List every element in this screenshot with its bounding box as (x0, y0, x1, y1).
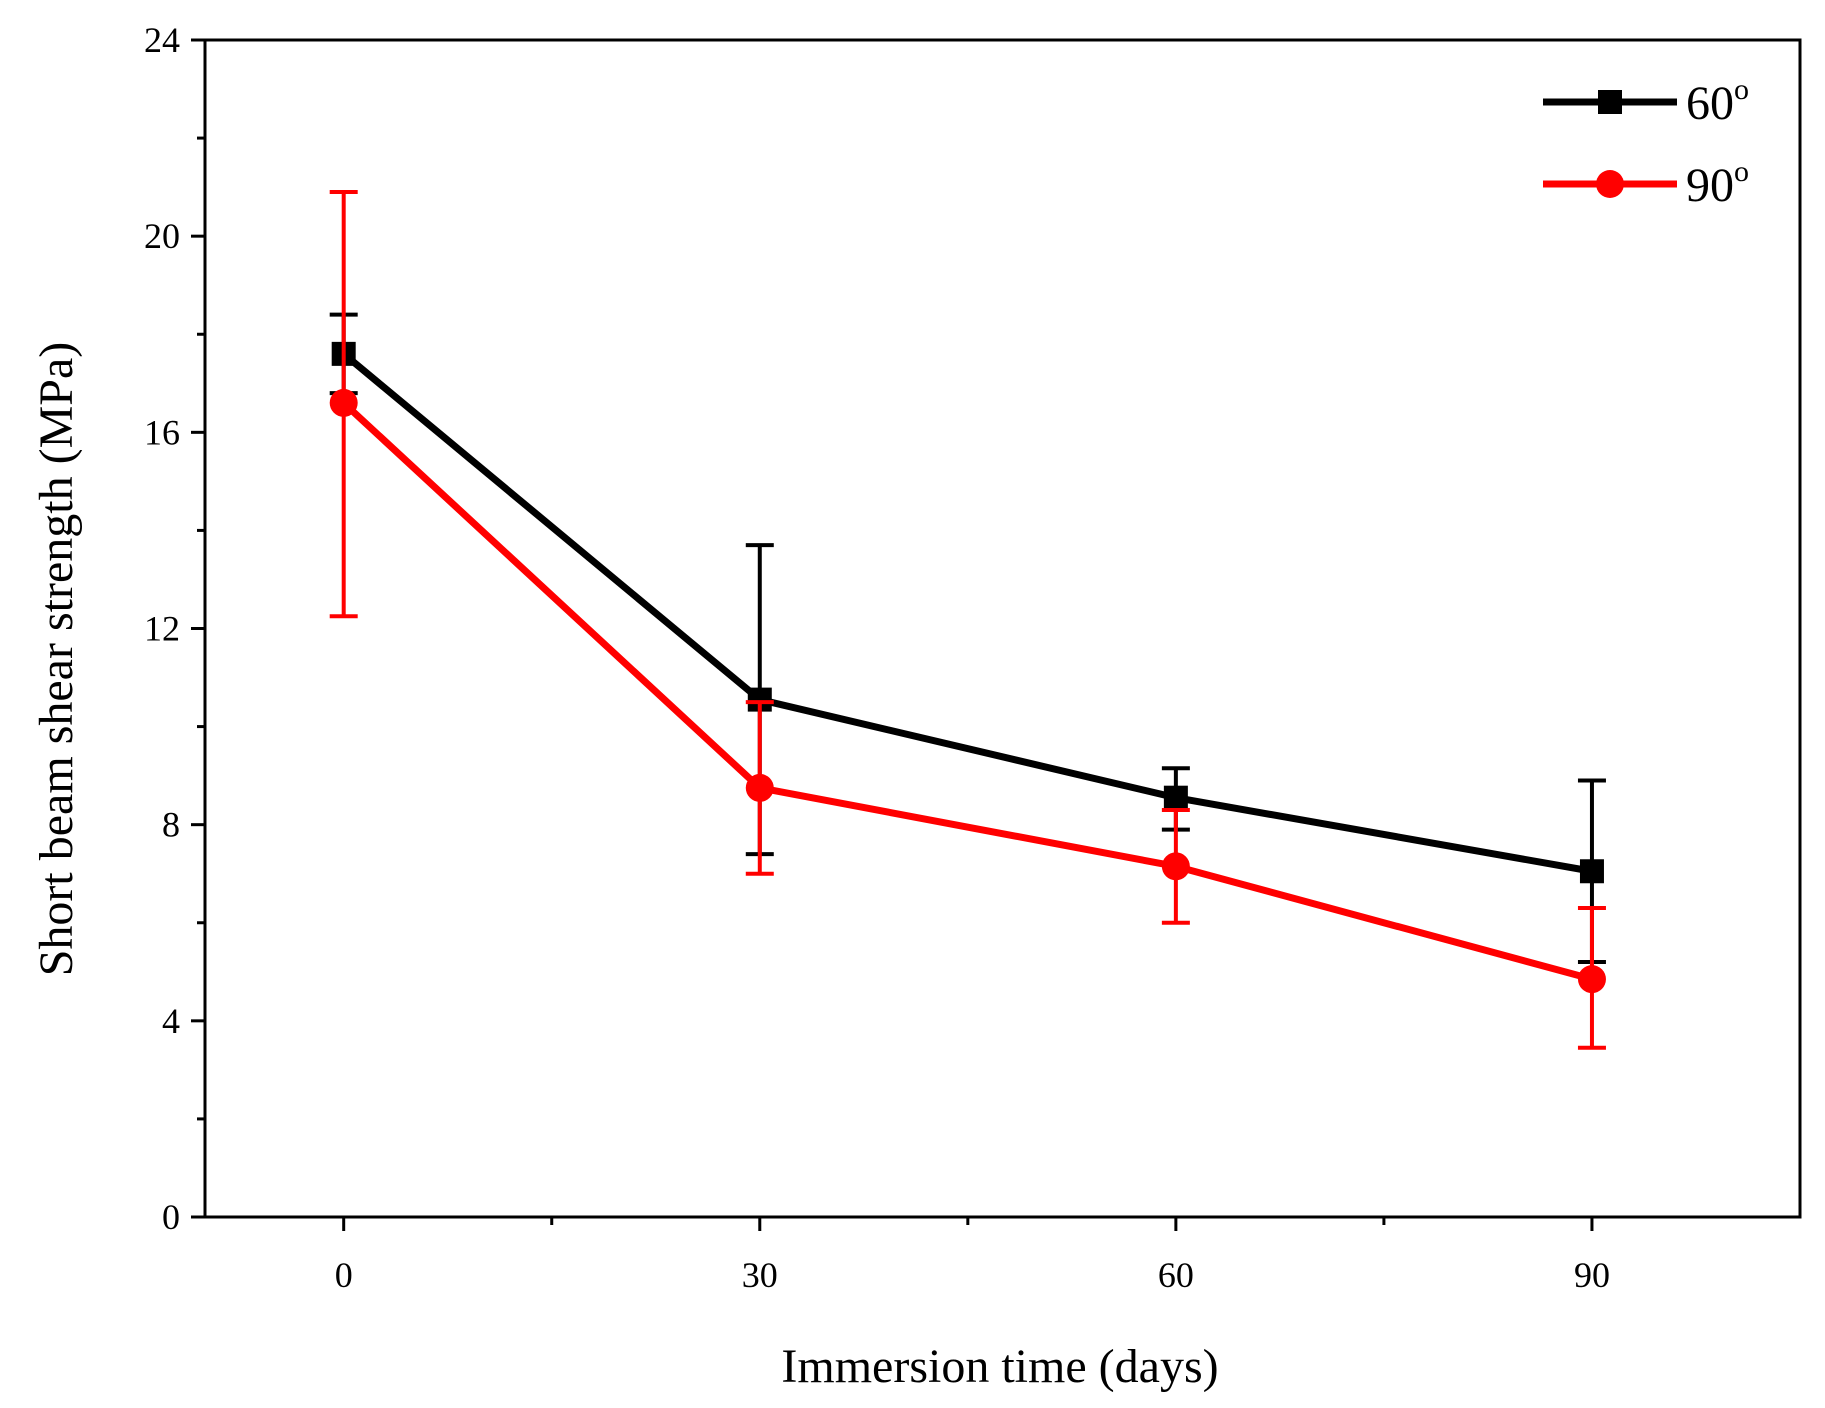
legend-label: 90o (1686, 155, 1749, 212)
x-tick-label: 60 (1158, 1255, 1194, 1295)
series-line (341, 351, 1593, 875)
data-point (1577, 965, 1606, 994)
y-tick-label: 0 (162, 1197, 180, 1237)
legend-item-60: 60o (1543, 73, 1749, 130)
data-point (1163, 785, 1188, 810)
legend-label: 60o (1686, 73, 1749, 130)
y-tick-label: 16 (144, 412, 180, 452)
y-tick-label: 24 (144, 20, 180, 60)
data-point (1161, 852, 1190, 881)
legend-item-90: 90o (1543, 155, 1749, 212)
series-90 (329, 190, 1606, 1050)
legend-marker (1596, 170, 1624, 198)
series-60 (329, 312, 1606, 964)
axes: 0 4 8 12 16 20 24 0 30 60 90 (144, 20, 1802, 1295)
legend-label-superscript: o (1734, 155, 1749, 188)
legend-marker (1598, 90, 1622, 114)
y-tick-label: 4 (162, 1001, 180, 1041)
legend-label-superscript: o (1734, 73, 1749, 106)
data-point (1579, 859, 1604, 884)
y-tick-label: 8 (162, 805, 180, 845)
series-layer (329, 190, 1606, 1050)
data-point (329, 388, 358, 417)
x-tick-label: 90 (1574, 1255, 1610, 1295)
x-axis-title: Immersion time (days) (781, 1340, 1218, 1393)
plot-frame (203, 38, 1802, 1219)
y-axis-title: Short beam shear strength (MPa) (30, 342, 83, 977)
x-tick-label: 30 (742, 1255, 778, 1295)
data-point (745, 773, 774, 802)
x-tick-label: 0 (335, 1255, 353, 1295)
y-tick-label: 12 (144, 609, 180, 649)
series-line (341, 400, 1593, 983)
y-tick-label: 20 (144, 216, 180, 256)
legend: 60o 90o (1543, 73, 1749, 212)
